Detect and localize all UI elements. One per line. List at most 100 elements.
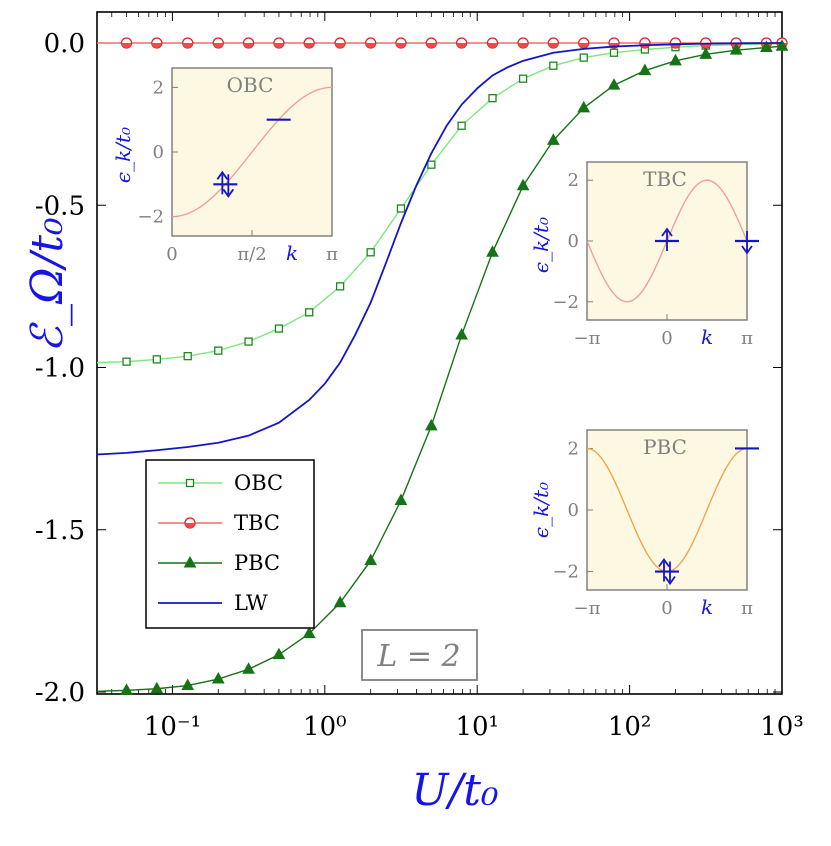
data-point — [547, 133, 560, 145]
inset-k-label: k — [286, 241, 298, 265]
data-point — [516, 178, 530, 191]
series-line-pbc — [96, 45, 783, 693]
data-point — [181, 678, 195, 691]
data-point — [775, 39, 789, 51]
data-point — [455, 328, 468, 340]
inset-y-tick-label: 0 — [568, 500, 579, 521]
series-line-lw — [96, 42, 783, 456]
data-point — [274, 324, 284, 333]
legend-box — [145, 459, 315, 629]
plot-area — [96, 11, 783, 695]
inset-y-tick-label: −2 — [137, 207, 164, 228]
annotation-box — [361, 629, 478, 681]
marker-fill — [335, 43, 346, 48]
marker-fill — [395, 43, 406, 48]
data-point — [488, 94, 497, 103]
legend-label: OBC — [234, 471, 283, 495]
energy-level — [213, 170, 238, 198]
inset-x-tick-label: π — [741, 328, 753, 349]
marker-fill — [273, 43, 284, 48]
marker-fill — [578, 43, 589, 48]
series-tbc — [97, 37, 788, 49]
inset-y-tick-label: 0 — [153, 142, 164, 163]
spin-up-head — [661, 227, 673, 237]
x-tick-label: 10¹ — [455, 712, 499, 742]
data-point — [333, 595, 347, 608]
data-point — [242, 662, 255, 674]
inset-title: TBC — [643, 167, 687, 191]
data-point — [152, 355, 161, 364]
inset-dispersion-curve — [172, 86, 332, 218]
data-point — [182, 37, 194, 49]
y-tick-label: -0.5 — [35, 191, 85, 221]
marker-fill — [182, 43, 193, 48]
data-point — [394, 493, 408, 506]
plot-frame — [96, 11, 783, 695]
inset-y-tick-label: −2 — [552, 562, 579, 583]
marker-fill — [365, 43, 376, 48]
legend-entry-lw: LW — [158, 591, 268, 615]
spin-down-head — [222, 188, 235, 198]
data-point — [396, 204, 406, 213]
data-point — [638, 63, 652, 76]
inset-x-tick-label: −π — [574, 598, 601, 619]
data-point — [364, 553, 378, 566]
inset-y-label: ϵ_k/t₀ — [529, 482, 553, 538]
marker-fill — [426, 43, 437, 48]
marker-fill — [243, 43, 254, 48]
legend-marker — [184, 517, 196, 529]
marker-fill — [304, 43, 315, 48]
energy-level — [735, 231, 759, 255]
legend-entry-tbc: TBC — [158, 511, 280, 535]
annotation-text: L = 2 — [376, 639, 460, 674]
spin-down-head — [664, 576, 676, 586]
data-point — [669, 37, 682, 49]
data-point — [211, 671, 225, 684]
data-point — [272, 647, 286, 660]
marker-fill — [487, 43, 498, 48]
inset-y-tick-label: −2 — [552, 292, 579, 313]
y-tick-label: -1.0 — [35, 354, 85, 384]
data-point — [669, 53, 682, 66]
x-tick-label: 10³ — [760, 712, 804, 742]
data-point — [609, 48, 619, 57]
data-point — [303, 37, 315, 49]
inset-x-tick-label: 0 — [166, 244, 177, 265]
data-point — [457, 121, 466, 130]
legend: OBC TBC PBC LW — [145, 459, 315, 629]
inset-y-tick-label: 0 — [568, 231, 579, 252]
data-point — [365, 37, 377, 49]
marker-fill — [151, 43, 162, 48]
y-tick-label: -1.5 — [35, 516, 85, 546]
energy-level — [655, 227, 679, 251]
spin-up-head — [658, 557, 670, 568]
inset-x-tick-label: π — [326, 244, 338, 265]
inset-y-tick-label: 2 — [153, 77, 164, 98]
data-point — [729, 43, 743, 55]
inset-y-tick-label: 2 — [568, 438, 579, 459]
x-tick-label: 10² — [608, 712, 652, 742]
data-point — [425, 37, 437, 49]
data-point — [455, 37, 468, 49]
data-point — [699, 47, 713, 59]
data-point — [577, 100, 591, 113]
inset-y-label: ϵ_k/t₀ — [111, 127, 135, 183]
legend-marker — [185, 478, 195, 488]
data-point — [424, 418, 438, 431]
legend-entry-pbc: PBC — [158, 551, 280, 575]
inset-x-tick-label: π/2 — [237, 244, 266, 265]
data-point — [366, 248, 375, 257]
data-point — [120, 683, 133, 695]
data-point — [335, 282, 345, 291]
data-point — [151, 37, 163, 49]
data-point — [242, 37, 255, 49]
legend-label: TBC — [234, 511, 280, 535]
data-point — [518, 74, 528, 83]
data-point — [150, 681, 164, 694]
data-point — [549, 61, 558, 70]
series-line-obc — [96, 42, 783, 364]
data-point — [122, 357, 131, 366]
marker-fill — [518, 43, 529, 48]
data-point — [486, 37, 499, 49]
